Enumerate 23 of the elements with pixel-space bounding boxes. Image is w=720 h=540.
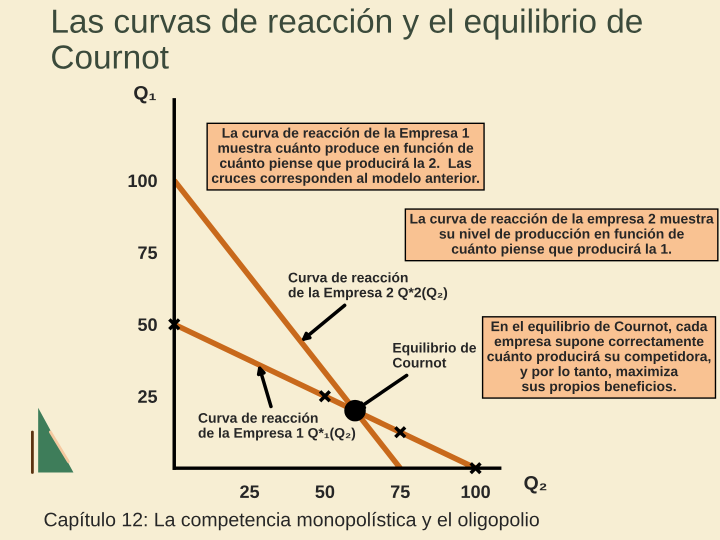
point	[468, 462, 482, 475]
point	[344, 400, 366, 422]
annotation: Curva de reacción de la Empresa 2 Q*2(Q₂)	[288, 272, 448, 300]
y-tick-label: 100	[128, 174, 157, 188]
point	[318, 390, 332, 403]
x-axis-title: Q₂	[524, 476, 546, 494]
x-tick-label: 25	[240, 485, 260, 498]
annotation: Curva de reacción de la Empresa 1 Q*₁(Q₂)	[198, 412, 356, 441]
point	[394, 426, 407, 439]
text: Capítulo 12: La competencia monopolística y el oligopolio	[44, 512, 539, 530]
x-tick-label: 100	[462, 485, 490, 498]
x-tick-label: 75	[390, 486, 410, 498]
y-tick-label: 75	[138, 246, 158, 260]
annotation: En el equilibrio de Cournot, cada empresa supone correctamente cuánto producirá su competidora, y por lo tanto, maximiza sus propios beneficios.	[487, 321, 710, 394]
y-axis-title: Q₁	[134, 86, 156, 104]
x-tick-label: 50	[315, 485, 334, 498]
annotation: La curva de reacción de la Empresa 1 muestra cuánto produce en función de cuánto piense que producirá la 2. Las cruces corresponden al modelo anterior.	[212, 127, 479, 186]
point	[168, 318, 181, 331]
annotation: La curva de reacción de la empresa 2 muestra su nivel de producción en función de cuánto piense que producirá la 1.	[410, 213, 714, 257]
y-tick-label: 25	[138, 390, 158, 403]
annotation: Equilibrio de Cournot	[392, 342, 476, 368]
chart-title: Las curvas de reacción y el equilibrio de Cournot	[52, 8, 642, 69]
y-tick-label: 50	[138, 318, 157, 332]
